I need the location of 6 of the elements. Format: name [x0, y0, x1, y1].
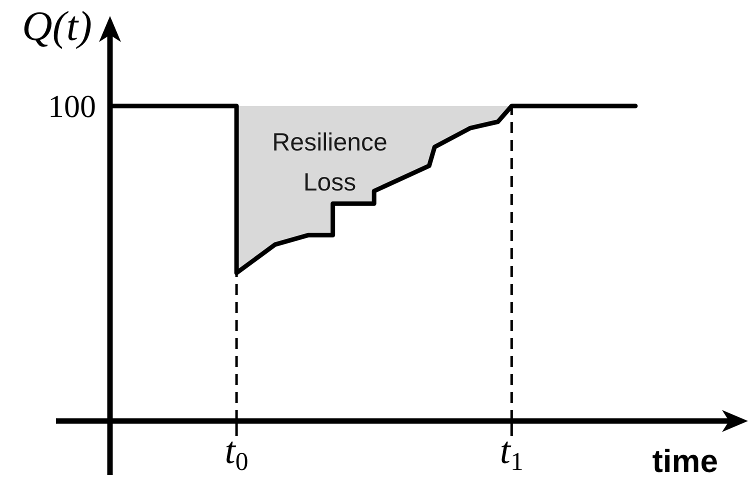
annotation: Resilience Loss [272, 128, 388, 196]
y-axis-title: Q(t) [22, 4, 92, 50]
x-axis-title: time [652, 443, 718, 479]
annotation: 100 [48, 88, 96, 124]
x-tick-label: t$_{0}$ [224, 430, 248, 476]
x-tick-label: t$_{1}$ [500, 430, 524, 476]
